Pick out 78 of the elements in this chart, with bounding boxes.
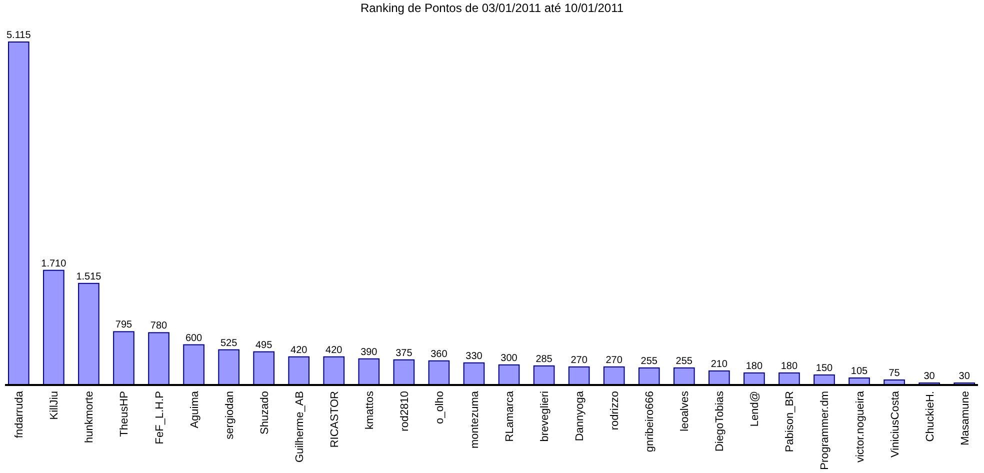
bar bbox=[393, 359, 415, 386]
data-label: 210 bbox=[710, 358, 728, 370]
bar bbox=[498, 364, 520, 386]
x-tick-label: kmattos bbox=[364, 390, 376, 430]
x-tick-label: ViniciusCosta bbox=[889, 390, 902, 458]
bar bbox=[113, 331, 134, 386]
x-tick-label: Pabison_BR bbox=[784, 390, 796, 452]
data-label: 1.710 bbox=[41, 258, 67, 270]
x-tick-label: gnribeiro666 bbox=[644, 391, 656, 452]
x-tick-label: rod2810 bbox=[398, 391, 411, 432]
bar bbox=[533, 365, 555, 386]
x-tick-label: Dannyoga bbox=[574, 390, 586, 442]
x-tick-label: Aguima bbox=[188, 390, 201, 428]
bar bbox=[603, 366, 625, 386]
data-label: 75 bbox=[888, 368, 900, 379]
x-tick-label: leoalves bbox=[679, 390, 692, 432]
data-label: 795 bbox=[115, 320, 133, 331]
data-label: 270 bbox=[606, 354, 623, 366]
data-label: 495 bbox=[255, 340, 273, 351]
x-tick-label: Programmer.dm bbox=[819, 391, 832, 470]
bar bbox=[638, 367, 660, 386]
data-label: 150 bbox=[816, 362, 834, 374]
x-tick-label: Guilherme_AB bbox=[294, 391, 306, 463]
x-tick-label: rodrizzo bbox=[609, 391, 622, 430]
bar bbox=[288, 356, 310, 386]
data-label: 525 bbox=[220, 338, 238, 349]
bar bbox=[708, 370, 730, 386]
bar bbox=[428, 360, 450, 386]
data-label: 420 bbox=[326, 344, 343, 356]
chart-title: Ranking de Pontos de 03/01/2011 até 10/01/2011 bbox=[360, 1, 624, 15]
x-tick-label: victor.nogueira bbox=[854, 390, 866, 463]
x-tick-label: ChuckieH. bbox=[924, 391, 936, 442]
data-label: 5.115 bbox=[6, 30, 32, 41]
data-label: 270 bbox=[570, 354, 588, 366]
x-tick-label: fndarruda bbox=[14, 390, 26, 438]
x-tick-label: TheusHP bbox=[118, 391, 131, 437]
data-label: 600 bbox=[185, 332, 203, 344]
data-label: 180 bbox=[780, 360, 798, 372]
x-tick-label: hunkmorte bbox=[84, 391, 96, 443]
data-label: 30 bbox=[924, 370, 936, 382]
data-label: 30 bbox=[958, 370, 970, 382]
data-label: 180 bbox=[746, 360, 763, 372]
data-label: 285 bbox=[536, 354, 553, 365]
data-label: 105 bbox=[850, 366, 868, 377]
bar bbox=[148, 332, 170, 386]
bar bbox=[8, 42, 30, 386]
x-tick-label: o_olho bbox=[434, 391, 446, 424]
x-tick-label: Masamune bbox=[959, 391, 972, 446]
data-label: 1.515 bbox=[76, 271, 102, 282]
x-tick-label: Shuzado bbox=[258, 391, 271, 434]
x-tick-label: breveglieri bbox=[539, 391, 552, 442]
bar bbox=[253, 351, 274, 386]
x-tick-label: Lend@ bbox=[749, 391, 762, 427]
x-tick-label: montezuma bbox=[468, 390, 481, 448]
data-label: 420 bbox=[290, 344, 308, 356]
x-tick-label: DiegoTobias bbox=[714, 390, 726, 452]
x-tick-label: RICASTOR bbox=[328, 390, 341, 448]
bar bbox=[358, 358, 380, 386]
bar bbox=[218, 349, 240, 386]
bar bbox=[43, 270, 64, 386]
bar bbox=[463, 362, 485, 386]
x-tick-label: sergiodan bbox=[224, 391, 236, 440]
bar bbox=[323, 356, 345, 386]
bar bbox=[183, 344, 204, 386]
data-label: 300 bbox=[500, 352, 518, 364]
data-label: 255 bbox=[640, 356, 658, 367]
data-label: 780 bbox=[150, 320, 168, 332]
data-label: 375 bbox=[396, 348, 413, 359]
data-label: 390 bbox=[360, 346, 378, 358]
data-label: 360 bbox=[430, 348, 448, 360]
x-tick-label: FeF_L.H.P bbox=[154, 391, 166, 444]
bar bbox=[673, 367, 695, 386]
data-label: 255 bbox=[676, 356, 693, 367]
data-label: 330 bbox=[466, 350, 483, 362]
bar bbox=[568, 366, 590, 386]
bar bbox=[78, 282, 100, 386]
x-tick-label: RLamarca bbox=[504, 390, 516, 442]
x-tick-label: KillJiu bbox=[48, 391, 61, 420]
